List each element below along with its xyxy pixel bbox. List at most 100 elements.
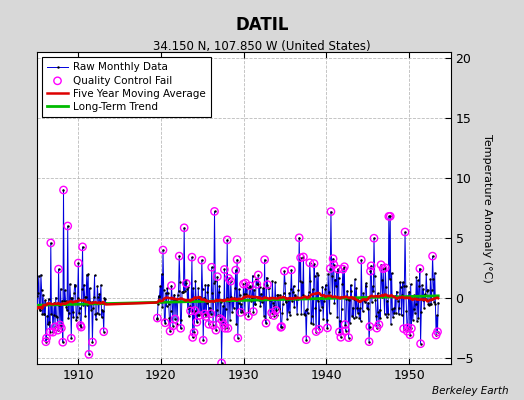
- Raw Monthly Data: [54, 328, 61, 332]
- Quality Control Fail: [190, 329, 198, 336]
- Quality Control Fail: [386, 213, 395, 220]
- Raw Monthly Data: [52, 324, 58, 329]
- Quality Control Fail: [262, 320, 270, 326]
- Quality Control Fail: [401, 229, 409, 235]
- Quality Control Fail: [312, 328, 320, 335]
- Quality Control Fail: [189, 334, 197, 341]
- Y-axis label: Temperature Anomaly (°C): Temperature Anomaly (°C): [482, 134, 493, 282]
- Text: 34.150 N, 107.850 W (United States): 34.150 N, 107.850 W (United States): [153, 40, 371, 53]
- Quality Control Fail: [159, 247, 167, 253]
- Long-Term Trend: [89, 302, 95, 306]
- Quality Control Fail: [76, 322, 84, 329]
- Legend: Raw Monthly Data, Quality Control Fail, Five Year Moving Average, Long-Term Tren: Raw Monthly Data, Quality Control Fail, …: [42, 57, 211, 117]
- Quality Control Fail: [53, 327, 62, 333]
- Quality Control Fail: [302, 336, 310, 343]
- Quality Control Fail: [223, 237, 232, 243]
- Quality Control Fail: [242, 280, 250, 286]
- Quality Control Fail: [375, 321, 383, 328]
- Quality Control Fail: [210, 208, 219, 215]
- Quality Control Fail: [336, 334, 345, 340]
- Long-Term Trend: [180, 299, 187, 304]
- Quality Control Fail: [226, 278, 235, 284]
- Long-Term Trend: [435, 294, 441, 298]
- Long-Term Trend: [38, 303, 44, 308]
- Five Year Moving Average: [194, 295, 200, 300]
- Quality Control Fail: [153, 315, 161, 321]
- Quality Control Fail: [208, 264, 216, 270]
- Raw Monthly Data: [69, 296, 75, 300]
- Quality Control Fail: [224, 325, 232, 332]
- Quality Control Fail: [254, 272, 263, 278]
- Quality Control Fail: [187, 308, 195, 314]
- Quality Control Fail: [253, 281, 261, 288]
- Quality Control Fail: [416, 265, 424, 272]
- Quality Control Fail: [297, 254, 305, 261]
- Quality Control Fail: [56, 322, 64, 328]
- Quality Control Fail: [46, 329, 54, 335]
- Quality Control Fail: [305, 260, 314, 266]
- Quality Control Fail: [295, 234, 303, 241]
- Quality Control Fail: [195, 312, 203, 319]
- Quality Control Fail: [220, 322, 228, 328]
- Quality Control Fail: [385, 213, 393, 220]
- Five Year Moving Average: [265, 296, 271, 301]
- Text: Berkeley Earth: Berkeley Earth: [432, 386, 508, 396]
- Quality Control Fail: [67, 335, 75, 342]
- Quality Control Fail: [234, 335, 242, 341]
- Quality Control Fail: [406, 332, 414, 338]
- Quality Control Fail: [366, 268, 375, 274]
- Quality Control Fail: [218, 317, 226, 324]
- Quality Control Fail: [169, 323, 177, 329]
- Quality Control Fail: [220, 266, 228, 273]
- Line: Raw Monthly Data: Raw Monthly Data: [35, 188, 108, 356]
- Quality Control Fail: [339, 266, 347, 272]
- Quality Control Fail: [373, 325, 381, 331]
- Quality Control Fail: [357, 257, 366, 263]
- Quality Control Fail: [198, 257, 206, 263]
- Quality Control Fail: [54, 266, 63, 272]
- Line: Five Year Moving Average: Five Year Moving Average: [37, 293, 438, 308]
- Quality Control Fail: [63, 223, 72, 229]
- Quality Control Fail: [188, 254, 196, 260]
- Text: DATIL: DATIL: [235, 16, 289, 34]
- Quality Control Fail: [310, 260, 318, 267]
- Quality Control Fail: [193, 319, 201, 325]
- Quality Control Fail: [403, 324, 412, 331]
- Raw Monthly Data: [71, 290, 77, 295]
- Quality Control Fail: [202, 313, 210, 320]
- Quality Control Fail: [344, 334, 353, 341]
- Quality Control Fail: [280, 268, 289, 274]
- Quality Control Fail: [167, 282, 176, 289]
- Quality Control Fail: [417, 340, 425, 347]
- Quality Control Fail: [201, 311, 209, 317]
- Quality Control Fail: [249, 308, 257, 315]
- Long-Term Trend: [274, 297, 280, 302]
- Quality Control Fail: [161, 320, 169, 326]
- Quality Control Fail: [263, 282, 271, 288]
- Quality Control Fail: [246, 283, 254, 289]
- Quality Control Fail: [180, 224, 188, 231]
- Quality Control Fail: [381, 265, 389, 271]
- Quality Control Fail: [74, 260, 82, 266]
- Quality Control Fail: [57, 325, 66, 331]
- Quality Control Fail: [42, 335, 51, 341]
- Quality Control Fail: [59, 187, 68, 193]
- Raw Monthly Data: [86, 352, 92, 357]
- Five Year Moving Average: [99, 301, 105, 306]
- Quality Control Fail: [329, 256, 337, 262]
- Quality Control Fail: [367, 263, 375, 269]
- Five Year Moving Average: [315, 290, 321, 295]
- Quality Control Fail: [341, 321, 350, 328]
- Quality Control Fail: [366, 323, 374, 330]
- Five Year Moving Average: [76, 298, 82, 303]
- Quality Control Fail: [340, 264, 348, 270]
- Five Year Moving Average: [435, 296, 441, 301]
- Raw Monthly Data: [50, 330, 56, 334]
- Quality Control Fail: [59, 339, 67, 346]
- Quality Control Fail: [49, 329, 57, 335]
- Quality Control Fail: [191, 307, 199, 314]
- Quality Control Fail: [365, 338, 373, 345]
- Quality Control Fail: [205, 321, 213, 328]
- Quality Control Fail: [182, 280, 191, 286]
- Long-Term Trend: [34, 303, 40, 308]
